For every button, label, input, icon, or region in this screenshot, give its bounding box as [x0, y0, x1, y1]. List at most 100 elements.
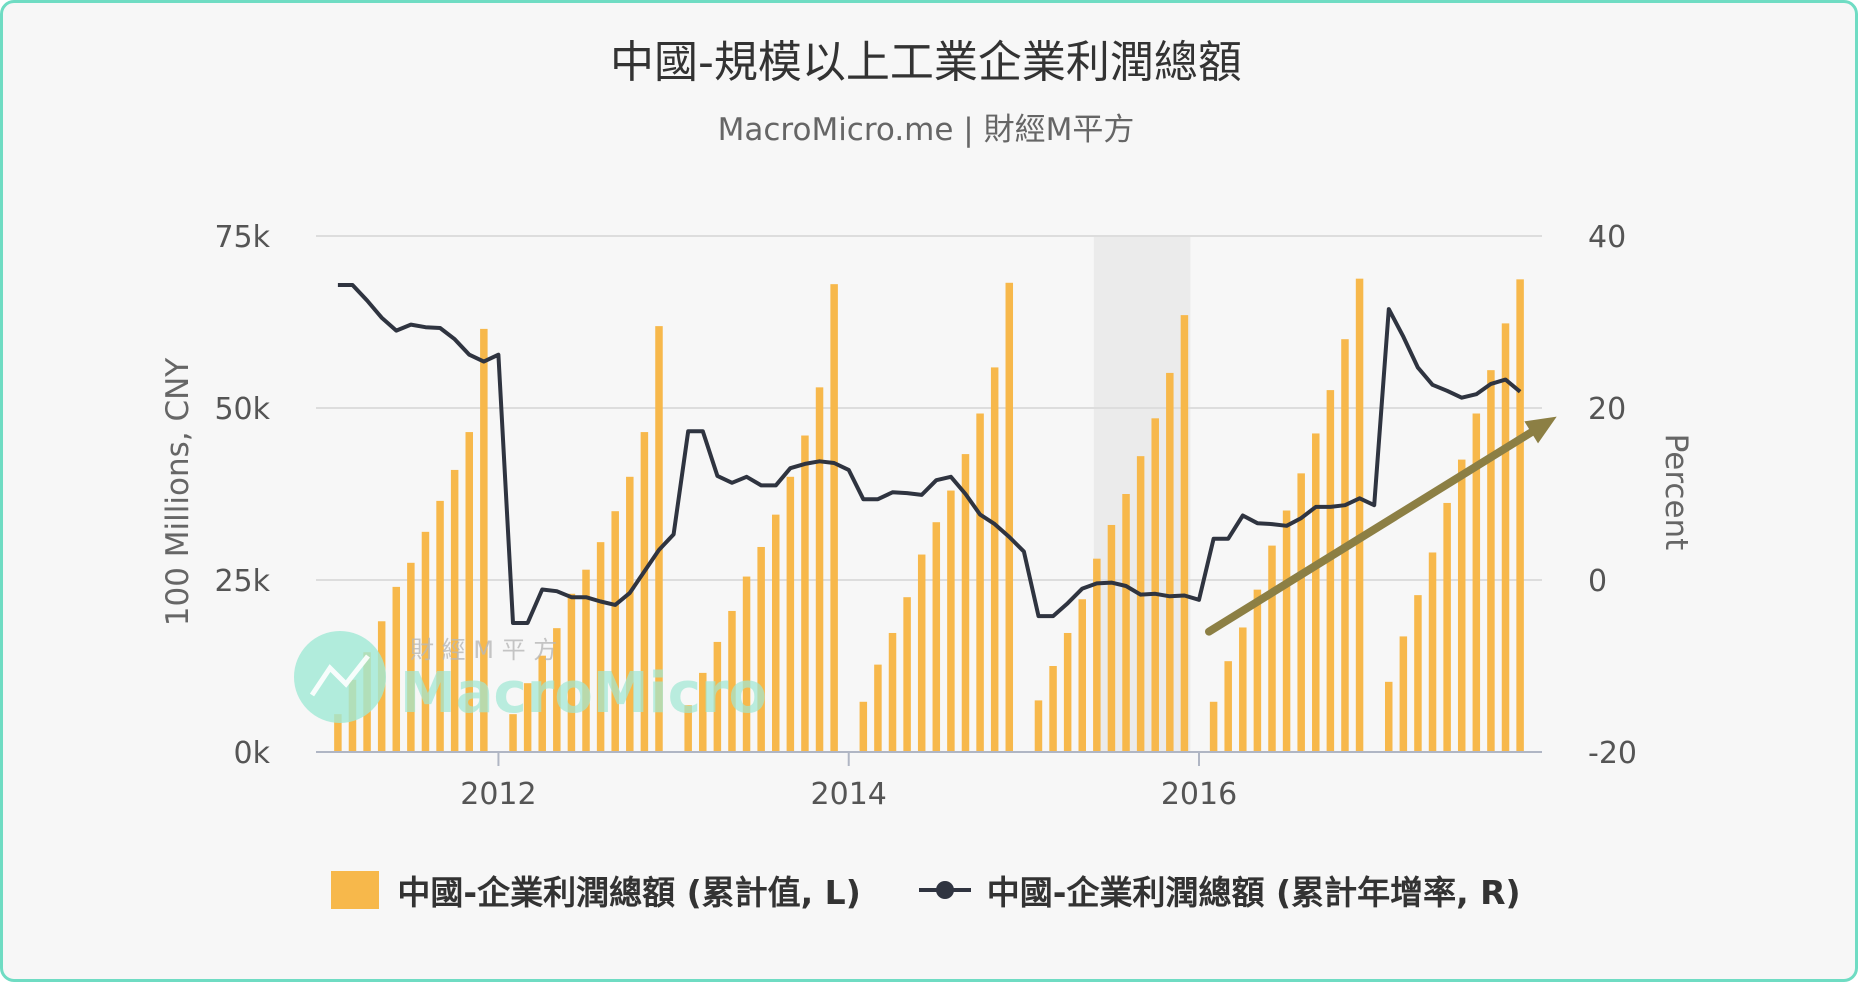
legend-item-bar[interactable]: 中國-企業利潤總額 (累計值, L)	[331, 866, 861, 914]
bar	[990, 367, 999, 752]
trend-arrow-head	[1524, 416, 1557, 444]
watermark: MacroMicro 財 經 M 平 方	[294, 631, 767, 726]
bar	[1078, 599, 1086, 752]
bar	[1414, 595, 1422, 752]
bar	[1224, 661, 1232, 752]
bar	[888, 632, 897, 752]
y-left-tick-label: 0k	[234, 736, 271, 771]
bar	[392, 586, 401, 752]
bar	[1034, 700, 1043, 752]
bar	[480, 328, 488, 752]
bar	[903, 597, 911, 752]
bar	[947, 490, 955, 752]
bar	[917, 554, 926, 752]
bar	[465, 432, 473, 752]
bar	[1355, 278, 1364, 752]
line-series	[337, 283, 1522, 625]
bar	[757, 546, 765, 752]
bar	[1151, 418, 1159, 752]
bar	[786, 476, 795, 752]
bar	[1063, 632, 1072, 752]
legend-line-swatch	[918, 881, 971, 899]
bar	[450, 469, 459, 752]
y-axis-right-label: Percent	[1658, 434, 1694, 551]
bar	[1487, 370, 1495, 752]
bar	[961, 454, 970, 752]
annotation-layer	[1205, 416, 1557, 636]
bar	[699, 672, 707, 752]
bar	[523, 683, 532, 752]
y-axis-left-label: 100 Millions, CNY	[160, 358, 196, 627]
axes: 0k 25k 50k 75k -20 0 20 40 2012 2014 2016	[214, 220, 1637, 812]
bar	[801, 435, 809, 752]
watermark-logo-trend-icon	[309, 654, 370, 697]
watermark-brand-zh: 財 經 M 平 方	[410, 636, 557, 664]
bar	[1268, 545, 1276, 752]
bar	[596, 542, 605, 752]
bar	[1443, 502, 1451, 752]
bar	[1253, 589, 1262, 752]
bar	[1136, 456, 1145, 752]
y-right-tick-label: 0	[1588, 564, 1607, 599]
bar	[421, 531, 430, 752]
line-series-path	[337, 283, 1522, 625]
bar	[1093, 558, 1101, 752]
bar	[1122, 494, 1130, 752]
bar	[626, 476, 634, 752]
bar	[1166, 372, 1174, 752]
bar	[1107, 524, 1116, 752]
y-left-tick-label: 75k	[214, 220, 270, 255]
bar	[553, 628, 561, 752]
bar	[742, 576, 751, 752]
trend-arrow-shaft	[1205, 428, 1536, 636]
gridlines	[316, 235, 1542, 581]
bar	[1385, 681, 1393, 752]
bar	[1472, 413, 1481, 752]
bar	[538, 655, 546, 752]
legend-item-line[interactable]: 中國-企業利潤總額 (累計年增率, R)	[917, 866, 1521, 914]
bar	[509, 714, 517, 752]
legend-bar-swatch	[331, 871, 380, 909]
bar	[1457, 459, 1466, 752]
bar	[1326, 390, 1335, 752]
bar	[1282, 510, 1291, 752]
y-right-tick-label: 20	[1588, 392, 1626, 427]
bar	[1399, 636, 1408, 752]
bar	[640, 432, 649, 752]
watermark-brand: MacroMicro	[400, 661, 767, 726]
y-right-tick-label: 40	[1588, 220, 1626, 255]
y-right-tick-label: -20	[1588, 736, 1637, 771]
bar	[830, 284, 838, 752]
x-tick-label: 2016	[1161, 777, 1237, 812]
legend-bar-label: 中國-企業利潤總額 (累計值, L)	[397, 873, 861, 912]
bar	[859, 701, 868, 752]
bar	[1209, 701, 1218, 752]
bar	[772, 514, 780, 752]
bar	[728, 610, 736, 752]
bar	[684, 705, 692, 752]
bar	[1005, 282, 1014, 752]
y-left-tick-label: 50k	[214, 392, 270, 427]
bar	[436, 500, 444, 752]
x-tick-label: 2014	[811, 777, 887, 812]
bar	[334, 714, 342, 752]
bar	[932, 522, 941, 752]
bar	[874, 664, 882, 752]
bar	[407, 562, 415, 752]
x-tick-label: 2012	[460, 777, 536, 812]
bar	[582, 569, 590, 752]
bar	[713, 641, 722, 752]
bar	[567, 593, 576, 752]
bar	[1428, 552, 1437, 752]
bar	[1516, 279, 1524, 752]
legend-line-label: 中國-企業利潤總額 (累計年增率, R)	[986, 873, 1521, 912]
legend: 中國-企業利潤總額 (累計值, L) 中國-企業利潤總額 (累計年增率, R)	[0, 866, 1852, 914]
bar	[976, 413, 984, 752]
y-left-tick-label: 25k	[214, 564, 270, 599]
bar	[1180, 315, 1189, 752]
bar	[1049, 666, 1057, 752]
bar	[1312, 433, 1320, 752]
chart-subtitle: MacroMicro.me | 財經M平方	[717, 112, 1135, 148]
